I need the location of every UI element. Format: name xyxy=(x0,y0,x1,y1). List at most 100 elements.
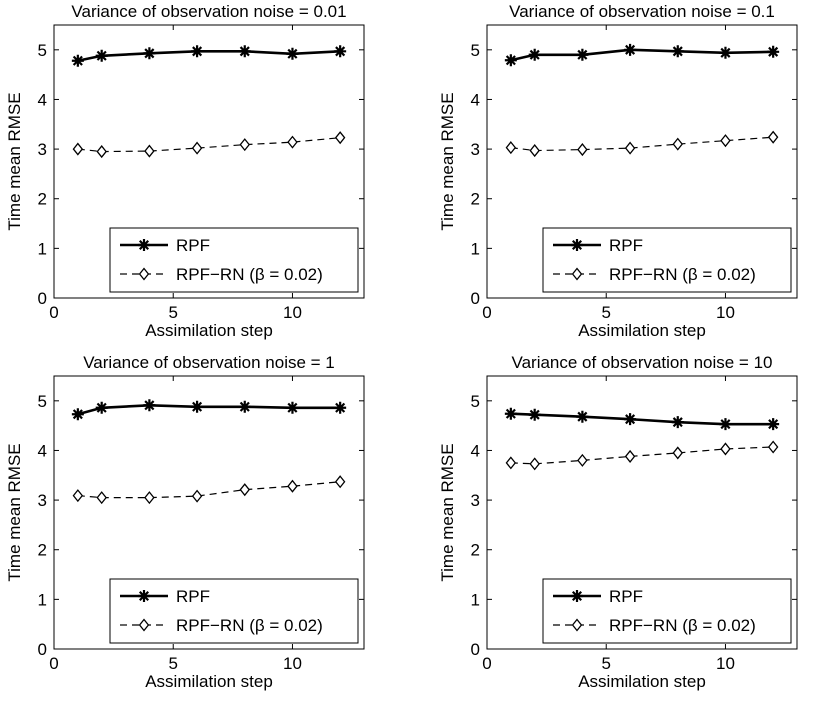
y-tick-label: 2 xyxy=(471,190,480,209)
legend-marker xyxy=(571,239,583,251)
data-point xyxy=(504,54,517,67)
data-point xyxy=(576,48,589,61)
data-point xyxy=(191,400,204,413)
legend-marker xyxy=(138,267,150,281)
legend-label: RPF−RN (β = 0.02) xyxy=(176,616,323,635)
x-tick-label: 0 xyxy=(482,303,491,322)
data-point xyxy=(191,141,203,155)
series-rpf xyxy=(71,45,347,67)
legend-box xyxy=(542,227,792,293)
data-point xyxy=(671,45,684,58)
data-point xyxy=(528,48,541,61)
y-tick-label: 3 xyxy=(471,140,480,159)
y-tick-label: 4 xyxy=(38,441,47,460)
legend: RPF RPF−RN (β = 0.02) xyxy=(109,227,359,293)
data-point xyxy=(672,446,684,460)
legend-box xyxy=(109,227,359,293)
data-point xyxy=(719,46,732,59)
legend: RPF RPF−RN (β = 0.02) xyxy=(109,578,359,644)
x-axis-label: Assimilation step xyxy=(145,672,273,691)
legend-marker xyxy=(138,239,150,251)
legend: RPF RPF−RN (β = 0.02) xyxy=(542,227,792,293)
data-point xyxy=(144,144,155,158)
legend-label: RPF xyxy=(176,236,210,255)
chart-title: Variance of observation noise = 10 xyxy=(512,353,773,372)
y-tick-label: 5 xyxy=(471,41,480,60)
data-point xyxy=(671,416,684,429)
chart-panel-2: Variance of observation noise = 0.1 0 5 10 0… xyxy=(438,2,798,340)
data-point xyxy=(529,144,540,158)
data-point xyxy=(334,401,347,414)
y-tick-label: 5 xyxy=(38,41,47,60)
data-point xyxy=(624,449,636,463)
data-point xyxy=(287,479,298,493)
legend-marker xyxy=(571,590,583,602)
y-tick-label: 0 xyxy=(471,289,480,308)
data-point xyxy=(504,407,517,420)
data-point xyxy=(95,401,108,414)
chart-panel-4: Variance of observation noise = 10 0 5 10 0 1… xyxy=(438,353,798,691)
data-point xyxy=(95,49,108,62)
y-tick-label: 1 xyxy=(38,590,47,609)
data-point xyxy=(334,475,346,489)
y-axis-label: Time mean RMSE xyxy=(438,443,457,581)
data-point xyxy=(767,130,779,144)
chart-title: Variance of observation noise = 0.1 xyxy=(509,2,775,21)
series-rpf xyxy=(71,399,347,421)
y-tick-label: 5 xyxy=(38,392,47,411)
series-rpf xyxy=(504,43,780,67)
data-point xyxy=(505,456,517,470)
legend-label: RPF xyxy=(609,236,643,255)
y-tick-label: 5 xyxy=(471,392,480,411)
y-tick-label: 1 xyxy=(471,590,480,609)
series-rpf-rn xyxy=(72,131,346,159)
data-point xyxy=(287,135,298,149)
series-rpf-rn xyxy=(505,130,779,158)
y-tick-label: 3 xyxy=(38,140,47,159)
x-tick-label: 10 xyxy=(283,303,302,322)
x-tick-label: 5 xyxy=(168,303,177,322)
data-point xyxy=(96,145,107,159)
x-tick-label: 5 xyxy=(601,303,610,322)
y-tick-label: 1 xyxy=(38,239,47,258)
x-tick-label: 0 xyxy=(49,654,58,673)
y-tick-label: 2 xyxy=(38,190,47,209)
data-point xyxy=(143,399,156,412)
data-point xyxy=(72,142,84,156)
y-tick-label: 2 xyxy=(471,541,480,560)
series-rpf xyxy=(504,407,780,431)
data-point xyxy=(576,410,589,423)
y-tick-label: 0 xyxy=(471,640,480,659)
chart-panel-3: Variance of observation noise = 1 0 5 10 0 1 2… xyxy=(5,353,365,691)
y-axis-label: Time mean RMSE xyxy=(5,92,24,230)
legend-label: RPF xyxy=(176,587,210,606)
chart-title: Variance of observation noise = 0.01 xyxy=(71,2,346,21)
x-tick-label: 10 xyxy=(716,654,735,673)
y-tick-label: 1 xyxy=(471,239,480,258)
y-tick-label: 3 xyxy=(471,491,480,510)
y-axis-label: Time mean RMSE xyxy=(438,92,457,230)
legend-marker xyxy=(138,618,150,632)
data-point xyxy=(767,440,779,454)
data-point xyxy=(528,408,541,421)
data-point xyxy=(191,489,203,503)
data-point xyxy=(505,141,517,155)
x-tick-label: 10 xyxy=(283,654,302,673)
data-point xyxy=(72,489,84,503)
data-point xyxy=(577,453,588,467)
data-point xyxy=(624,141,636,155)
data-point xyxy=(239,138,251,152)
legend-label: RPF−RN (β = 0.02) xyxy=(609,616,756,635)
data-point xyxy=(286,401,299,414)
data-point xyxy=(720,134,731,148)
data-point xyxy=(191,45,204,58)
data-point xyxy=(720,442,731,456)
legend: RPF RPF−RN (β = 0.02) xyxy=(542,578,792,644)
data-point xyxy=(767,418,780,431)
data-point xyxy=(286,47,299,60)
data-point xyxy=(71,54,84,67)
data-point xyxy=(719,418,732,431)
data-point xyxy=(334,45,347,58)
series-rpf-rn xyxy=(505,440,779,471)
y-tick-label: 4 xyxy=(471,90,480,109)
